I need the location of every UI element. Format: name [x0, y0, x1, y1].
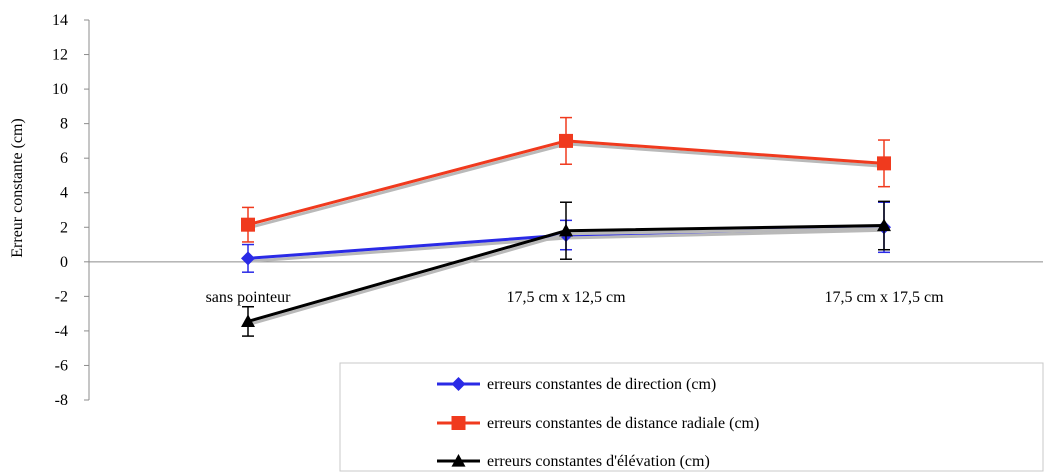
- triangle-series: [241, 200, 891, 337]
- data-point: [241, 314, 255, 328]
- y-tick-label: -2: [55, 288, 68, 305]
- legend-label: erreurs constantes de direction (cm): [487, 376, 716, 393]
- legend-label: erreurs constantes de distance radiale (…: [487, 415, 759, 432]
- legend-item: erreurs constantes de distance radiale (…: [437, 415, 759, 432]
- y-axis-label: Erreur constante (cm): [9, 118, 26, 257]
- data-point: [241, 217, 255, 232]
- square-series: [241, 116, 891, 243]
- y-tick-label: -8: [55, 392, 68, 409]
- y-tick-label: -6: [55, 357, 68, 374]
- x-category-label: 17,5 cm x 17,5 cm: [824, 289, 944, 306]
- y-axis: 14 12 10 8 6 4 2 0 -2 -4 -6 -8: [52, 12, 90, 409]
- legend-item: erreurs constantes de direction (cm): [437, 376, 716, 393]
- x-category-label: 17,5 cm x 12,5 cm: [506, 289, 626, 306]
- data-point: [559, 223, 573, 237]
- x-axis: sans pointeur 17,5 cm x 12,5 cm 17,5 cm x …: [89, 261, 1043, 306]
- y-tick-label: -4: [55, 323, 68, 340]
- data-point: [877, 218, 891, 232]
- series-layer: [241, 116, 891, 337]
- legend-item: erreurs constantes d'élévation (cm): [437, 453, 710, 470]
- legend-swatch-marker: [451, 377, 466, 391]
- series-line-shadow: [248, 227, 886, 326]
- legend: erreurs constantes de direction (cm) erre…: [339, 362, 1044, 472]
- legend-swatch-marker: [451, 416, 466, 430]
- data-point: [877, 156, 891, 171]
- y-tick-label: 10: [52, 81, 68, 98]
- data-point: [559, 133, 573, 148]
- y-tick-label: 12: [52, 47, 68, 64]
- y-tick-label: 8: [60, 116, 68, 133]
- y-tick-label: 2: [60, 219, 68, 236]
- legend-label: erreurs constantes d'élévation (cm): [487, 453, 710, 470]
- y-tick-label: 14: [52, 12, 68, 29]
- y-tick-label: 4: [60, 185, 68, 202]
- legend-swatch-marker: [451, 454, 466, 467]
- x-category-label: sans pointeur: [206, 289, 292, 306]
- data-point: [241, 251, 255, 266]
- y-tick-label: 6: [60, 150, 68, 167]
- y-tick-label: 0: [60, 254, 68, 271]
